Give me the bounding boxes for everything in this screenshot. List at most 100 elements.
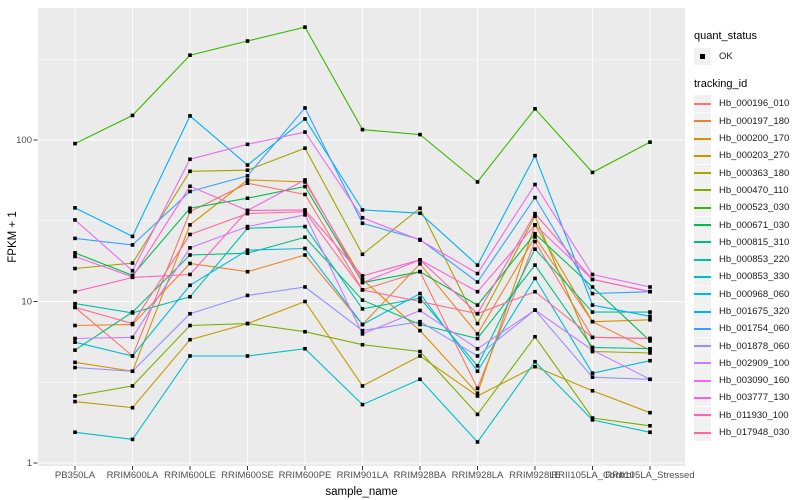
data-point [73, 305, 77, 310]
data-point [188, 253, 192, 257]
legend: quant_status OK tracking_id Hb_000196_01… [694, 30, 800, 442]
data-point [303, 299, 307, 304]
legend-item-label: Hb_000523_030 [719, 202, 790, 214]
data-point [590, 303, 595, 307]
data-point [188, 272, 192, 277]
data-point [245, 354, 250, 358]
data-point [73, 365, 77, 370]
data-point [73, 206, 77, 210]
data-point [648, 289, 652, 294]
data-point [73, 251, 77, 255]
data-point [360, 307, 365, 311]
data-point [245, 321, 250, 326]
legend-item-Hb_000968_060: Hb_000968_060 [694, 285, 800, 303]
data-point [418, 238, 422, 242]
data-point [188, 232, 192, 237]
data-point [73, 340, 77, 344]
plot-panel [38, 8, 685, 466]
data-point [73, 254, 77, 259]
legend-key-swatch [694, 424, 711, 442]
data-point [245, 269, 250, 274]
data-point [475, 412, 480, 417]
data-point [533, 239, 537, 244]
data-point [130, 311, 135, 315]
legend-item-Hb_000815_310: Hb_000815_310 [694, 233, 800, 251]
data-point [590, 388, 595, 393]
data-point [533, 263, 537, 267]
legend-line-icon [694, 379, 711, 382]
data-point [418, 206, 422, 211]
data-point [73, 430, 77, 435]
legend-line-icon [694, 431, 711, 434]
data-point [73, 323, 77, 328]
data-point [188, 206, 192, 211]
data-point [245, 251, 250, 256]
data-point [475, 369, 480, 374]
legend-item-Hb_001878_060: Hb_001878_060 [694, 337, 800, 355]
legend-title-quant-status: quant_status [694, 30, 757, 42]
legend-item-label: Hb_000853_330 [719, 271, 790, 283]
legend-item-Hb_003090_160: Hb_003090_160 [694, 372, 800, 390]
y-tick-label: 10 [21, 297, 32, 308]
legend-item-Hb_017948_030: Hb_017948_030 [694, 424, 800, 442]
data-point [418, 269, 422, 274]
data-point [360, 221, 365, 226]
data-point [533, 276, 537, 281]
data-point [648, 339, 652, 343]
x-tick-label: RRIM600SE [221, 470, 274, 481]
data-point [73, 301, 77, 306]
data-point [475, 354, 480, 358]
x-tick-label: RRII105LA_Control [551, 470, 633, 481]
data-point [590, 335, 595, 340]
ok-marker-key [694, 48, 711, 66]
legend-item-Hb_000200_170: Hb_000200_170 [694, 130, 800, 148]
data-point [475, 346, 480, 351]
data-point [360, 332, 365, 336]
legend-line-icon [694, 154, 711, 157]
data-point [73, 289, 77, 294]
data-point [303, 246, 307, 251]
legend-key-swatch [694, 406, 711, 424]
data-point [245, 224, 250, 229]
data-point [533, 211, 537, 216]
legend-line-icon [694, 310, 711, 313]
data-point [590, 416, 595, 420]
data-point [418, 349, 422, 354]
data-point [360, 252, 365, 257]
legend-item-Hb_003777_130: Hb_003777_130 [694, 389, 800, 407]
data-point [188, 354, 192, 358]
legend-key-swatch [694, 320, 711, 338]
data-point [303, 209, 307, 214]
ok-point-icon [700, 54, 705, 59]
legend-line-icon [694, 362, 711, 365]
legend-key-swatch [694, 164, 711, 182]
legend-item-label: Hb_000815_310 [719, 236, 790, 248]
data-point [475, 391, 480, 396]
data-point [245, 293, 250, 298]
data-point [188, 209, 192, 214]
legend-line-icon [694, 137, 711, 140]
legend-line-icon [694, 189, 711, 192]
data-point [188, 311, 192, 316]
data-point [188, 114, 192, 118]
data-point [533, 195, 537, 200]
legend-item-label: Hb_000200_170 [719, 133, 790, 145]
data-point [533, 223, 537, 227]
data-point [533, 107, 537, 111]
data-point [533, 182, 537, 187]
data-point [475, 263, 480, 267]
legend-key-swatch [694, 389, 711, 407]
legend-item-Hb_011930_100: Hb_011930_100 [694, 406, 800, 424]
legend-key-swatch [694, 130, 711, 148]
legend-item-label: Hb_000671_030 [719, 219, 790, 231]
data-point [303, 224, 307, 229]
data-point [475, 280, 480, 284]
data-point [245, 142, 250, 147]
data-point [360, 298, 365, 302]
data-point [475, 180, 480, 184]
legend-line-icon [694, 258, 711, 261]
legend-item-label: Hb_001878_060 [719, 340, 790, 352]
data-point [245, 248, 250, 252]
data-point [360, 208, 365, 212]
legend-item-Hb_000470_110: Hb_000470_110 [694, 181, 800, 199]
